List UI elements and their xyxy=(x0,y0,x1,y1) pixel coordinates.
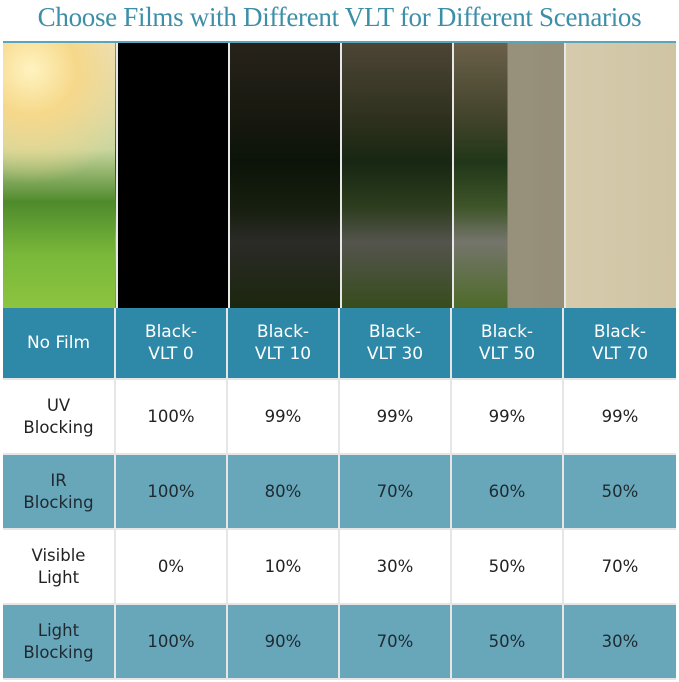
value-cell: 100% xyxy=(116,605,228,680)
value-cell: 50% xyxy=(452,605,564,680)
table-header-row: No Film Black- VLT 0 Black- VLT 10 Black… xyxy=(3,308,676,380)
value-cell: 99% xyxy=(228,380,340,455)
value-cell: 99% xyxy=(564,380,676,455)
header-cell: Black- VLT 10 xyxy=(228,308,340,380)
header-cell: No Film xyxy=(3,308,116,380)
row-label: Light Blocking xyxy=(3,605,116,680)
value-cell: 90% xyxy=(228,605,340,680)
header-cell: Black- VLT 70 xyxy=(564,308,676,380)
table-row: Light Blocking 100% 90% 70% 50% 30% xyxy=(3,605,676,680)
film-tint-panel xyxy=(340,43,452,308)
value-cell: 70% xyxy=(564,530,676,605)
value-cell: 70% xyxy=(340,605,452,680)
film-tint-panel xyxy=(228,43,340,308)
value-cell: 80% xyxy=(228,455,340,530)
page-title: Choose Films with Different VLT for Diff… xyxy=(37,2,642,32)
row-label: Visible Light xyxy=(3,530,116,605)
film-tint-panel xyxy=(116,43,228,308)
film-tint-panel xyxy=(452,43,564,308)
row-label: UV Blocking xyxy=(3,380,116,455)
value-cell: 99% xyxy=(452,380,564,455)
value-cell: 10% xyxy=(228,530,340,605)
table-row: Visible Light 0% 10% 30% 50% 70% xyxy=(3,530,676,605)
value-cell: 30% xyxy=(340,530,452,605)
value-cell: 100% xyxy=(116,455,228,530)
value-cell: 50% xyxy=(564,455,676,530)
vlt-comparison-table: No Film Black- VLT 0 Black- VLT 10 Black… xyxy=(3,308,676,680)
film-tint-panel xyxy=(564,43,676,308)
header-cell: Black- VLT 50 xyxy=(452,308,564,380)
scenario-photo xyxy=(3,41,676,308)
table-row: IR Blocking 100% 80% 70% 60% 50% xyxy=(3,455,676,530)
sunny-lawn-scene xyxy=(3,43,115,308)
value-cell: 70% xyxy=(340,455,452,530)
value-cell: 100% xyxy=(116,380,228,455)
header-cell: Black- VLT 0 xyxy=(116,308,228,380)
table-row: UV Blocking 100% 99% 99% 99% 99% xyxy=(3,380,676,455)
value-cell: 0% xyxy=(116,530,228,605)
value-cell: 60% xyxy=(452,455,564,530)
value-cell: 50% xyxy=(452,530,564,605)
row-label: IR Blocking xyxy=(3,455,116,530)
value-cell: 99% xyxy=(340,380,452,455)
value-cell: 30% xyxy=(564,605,676,680)
header-cell: Black- VLT 30 xyxy=(340,308,452,380)
